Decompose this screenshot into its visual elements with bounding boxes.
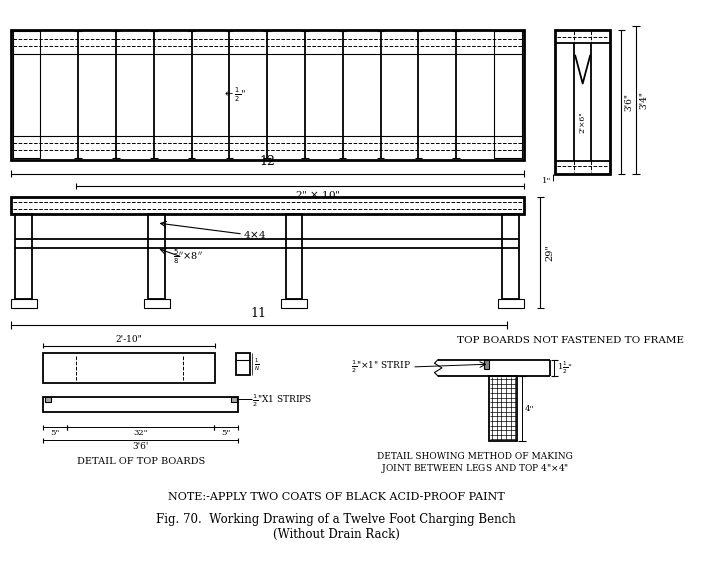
Bar	[148, 214, 165, 299]
Bar	[143, 299, 170, 308]
Text: 32": 32"	[133, 429, 148, 437]
Bar	[43, 353, 215, 383]
Text: $\frac{1}{2}$"$\times$1" STRIP: $\frac{1}{2}$"$\times$1" STRIP	[351, 359, 410, 375]
Text: $\frac{1}{N}$: $\frac{1}{N}$	[254, 356, 260, 373]
Text: 5": 5"	[222, 429, 231, 437]
Text: DETAIL OF TOP BOARDS: DETAIL OF TOP BOARDS	[76, 457, 205, 466]
Bar	[15, 214, 32, 299]
Text: JOINT BETWEEN LEGS AND TOP 4"$\times$4": JOINT BETWEEN LEGS AND TOP 4"$\times$4"	[381, 462, 570, 475]
Text: 1$\frac{1}{2}$": 1$\frac{1}{2}$"	[557, 360, 572, 376]
Text: 29": 29"	[545, 244, 554, 261]
Bar	[231, 397, 236, 402]
Text: 3'6': 3'6'	[132, 442, 149, 451]
Text: Fig. 70.  Working Drawing of a Twelve Foot Charging Bench
(Without Drain Rack): Fig. 70. Working Drawing of a Twelve Foo…	[156, 513, 516, 541]
Text: NOTE:-APPLY TWO COATS OF BLACK ACID-PROOF PAINT: NOTE:-APPLY TWO COATS OF BLACK ACID-PROO…	[168, 492, 504, 503]
Text: 3'6": 3'6"	[624, 93, 633, 110]
Text: 2" $\times$ 10": 2" $\times$ 10"	[295, 189, 341, 201]
Bar	[235, 353, 251, 375]
Text: DETAIL SHOWING METHOD OF MAKING: DETAIL SHOWING METHOD OF MAKING	[377, 453, 573, 462]
Bar	[490, 376, 517, 441]
Text: 4$\times$4: 4$\times$4	[243, 229, 266, 240]
Text: $\frac{5}{8}$$^{\prime\prime}$$\times$8$^{\prime\prime}$: $\frac{5}{8}$$^{\prime\prime}$$\times$8$…	[174, 248, 203, 266]
Bar	[494, 32, 522, 158]
Text: 4": 4"	[525, 405, 534, 413]
Bar	[286, 214, 302, 299]
Bar	[281, 299, 307, 308]
Text: 2'-10": 2'-10"	[116, 335, 143, 344]
Bar	[12, 32, 40, 158]
Text: 1": 1"	[542, 177, 552, 185]
Text: 11: 11	[251, 306, 267, 320]
Bar	[555, 29, 610, 174]
Bar	[498, 299, 523, 308]
Text: $\leftarrow$$\frac{1}{2}$": $\leftarrow$$\frac{1}{2}$"	[223, 86, 246, 104]
Bar	[45, 397, 50, 402]
Text: 3'4": 3'4"	[639, 91, 648, 109]
Text: 12: 12	[259, 155, 275, 168]
Text: $\frac{1}{2}$"X1 STRIPS: $\frac{1}{2}$"X1 STRIPS	[252, 392, 312, 409]
Bar	[11, 29, 523, 160]
Bar	[43, 397, 238, 412]
Text: TOP BOARDS NOT FASTENED TO FRAME: TOP BOARDS NOT FASTENED TO FRAME	[456, 336, 684, 346]
Bar	[484, 359, 490, 369]
Bar	[11, 299, 37, 308]
Bar	[503, 214, 519, 299]
Text: 2'×6": 2'×6"	[579, 111, 587, 133]
Bar	[11, 197, 523, 214]
Text: 5": 5"	[50, 429, 60, 437]
